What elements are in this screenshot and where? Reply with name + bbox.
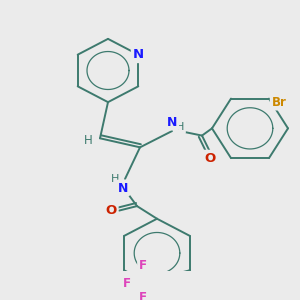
Text: H: H — [176, 122, 184, 132]
Text: F: F — [139, 259, 147, 272]
Text: N: N — [133, 48, 144, 61]
Text: H: H — [84, 134, 92, 147]
Text: H: H — [111, 174, 119, 184]
Text: F: F — [123, 277, 131, 290]
Text: O: O — [105, 204, 117, 217]
Text: Br: Br — [272, 96, 286, 109]
Text: N: N — [167, 116, 177, 128]
Text: N: N — [118, 182, 128, 194]
Text: F: F — [139, 291, 147, 300]
Text: O: O — [204, 152, 216, 165]
